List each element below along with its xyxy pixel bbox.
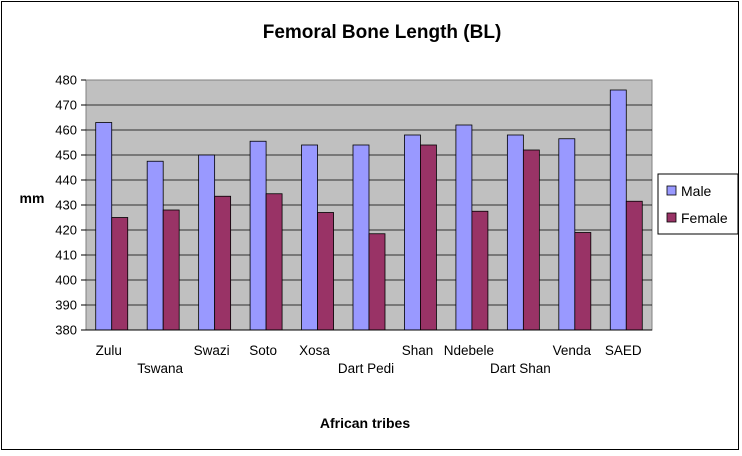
bars: [86, 89, 652, 331]
x-category-label: SAED: [605, 343, 642, 358]
y-tick-label: 430: [55, 198, 77, 213]
legend-box: [657, 173, 739, 235]
bar-male-soto: [249, 140, 267, 331]
x-category-label: Dart Shan: [490, 361, 551, 376]
chart-title: Femoral Bone Length (BL): [263, 22, 502, 43]
bar-male-venda: [558, 138, 576, 331]
legend: Male Female: [657, 173, 739, 235]
y-tick-label: 470: [55, 98, 77, 113]
x-category-label: Ndebele: [444, 343, 494, 358]
y-axis-ticks: 380 390 400 410 420 430 440 450 460 470 480: [55, 73, 86, 338]
bar-female-shan: [420, 144, 437, 331]
y-tick-label: 410: [55, 248, 77, 263]
y-tick-label: 460: [55, 123, 77, 138]
y-tick-label: 390: [55, 298, 77, 313]
bar-female-swazi: [214, 195, 232, 331]
legend-swatch-female: [666, 212, 677, 223]
bar-male-dart-shan: [506, 134, 524, 331]
y-tick-label: 400: [55, 273, 77, 288]
y-tick-label: 450: [55, 148, 77, 163]
x-category-label: Soto: [249, 343, 277, 358]
bar-female-dart-shan: [522, 149, 540, 331]
x-category-label: Tswana: [137, 361, 183, 376]
x-axis-label: African tribes: [320, 415, 410, 431]
bar-male-ndebele: [455, 124, 473, 331]
bar-male-swazi: [198, 154, 216, 331]
x-category-label: Swazi: [194, 343, 230, 358]
x-category-label: Zulu: [96, 343, 122, 358]
bar-female-tswana: [162, 209, 180, 331]
legend-label-female: Female: [681, 210, 728, 226]
bar-female-soto: [265, 193, 283, 331]
bar-female-venda: [574, 232, 592, 331]
y-tick-label: 440: [55, 173, 77, 188]
bar-female-dart-pedi: [368, 233, 386, 331]
y-axis-label: mm: [20, 190, 45, 206]
x-category-label: Shan: [402, 343, 434, 358]
bar-male-dart-pedi: [352, 144, 370, 331]
legend-label-male: Male: [681, 183, 712, 199]
y-tick-label: 380: [55, 323, 77, 338]
x-category-label: Venda: [553, 343, 592, 358]
bar-male-zulu: [95, 122, 113, 331]
chart: Femoral Bone Length (BL) 380 390 400 410 420…: [20, 22, 739, 431]
chart-frame: Femoral Bone Length (BL) 380 390 400 410 420…: [1, 1, 739, 450]
bar-female-zulu: [111, 217, 129, 331]
x-axis-categories: Zulu Tswana Swazi Soto Xosa Dart Pedi Shan Ndeb…: [96, 343, 642, 376]
y-tick-label: 480: [55, 73, 77, 88]
bar-male-shan: [404, 134, 421, 331]
bar-female-saed: [625, 200, 643, 331]
x-category-label: Xosa: [299, 343, 330, 358]
bar-male-tswana: [146, 160, 164, 331]
bar-male-xosa: [301, 144, 318, 331]
legend-swatch-male: [666, 185, 677, 196]
y-tick-label: 420: [55, 223, 77, 238]
bar-male-saed: [609, 89, 627, 331]
bar-female-ndebele: [471, 210, 489, 331]
bar-female-xosa: [317, 212, 334, 331]
x-category-label: Dart Pedi: [338, 361, 394, 376]
